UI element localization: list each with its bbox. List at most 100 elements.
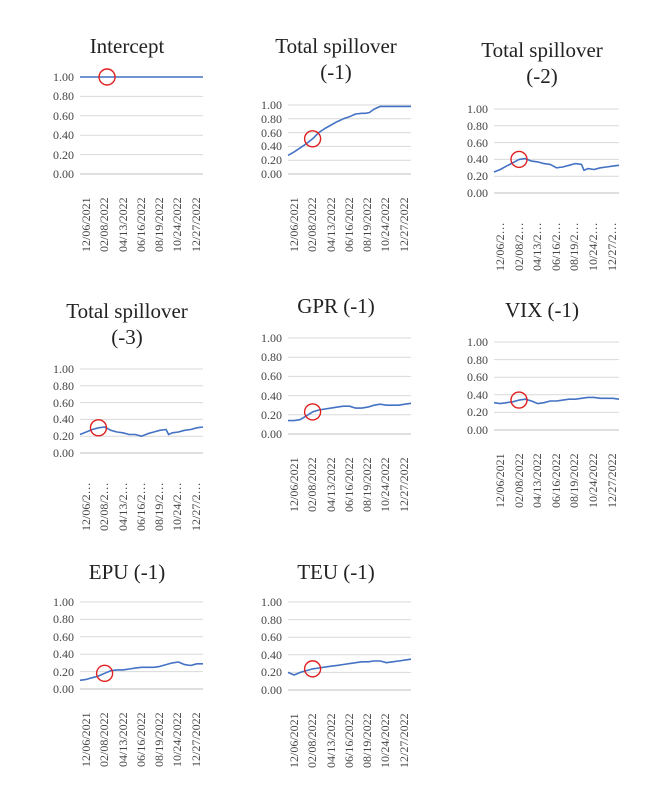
x-tick-label: 04/13/2022: [323, 197, 338, 252]
x-tick-label: 12/27/2022: [188, 712, 203, 767]
y-tick-label: 0.40: [261, 647, 282, 662]
x-tick-label: 06/16/2022: [133, 712, 148, 767]
x-tick-label: 02/08/2022: [305, 457, 320, 512]
x-tick-label: 08/19/2…: [152, 482, 167, 531]
chart-title: Total spillover (-1): [275, 34, 397, 84]
y-tick-label: 0.80: [53, 612, 74, 627]
y-tick-label: 1.00: [53, 595, 74, 609]
x-tick-label: 04/13/2022: [115, 712, 130, 767]
y-tick-label: 0.60: [467, 135, 488, 150]
series-line: [79, 661, 203, 682]
x-tick-label: 08/19/2022: [567, 453, 582, 508]
x-tick-label: 12/27/2022: [396, 197, 411, 252]
x-tick-label: 12/06/2021: [493, 453, 507, 508]
series-line: [79, 426, 204, 438]
x-tick-label: 10/24/2…: [585, 222, 600, 271]
x-tick-label: 06/16/2022: [341, 457, 356, 512]
y-tick-label: 0.60: [53, 395, 74, 410]
x-tick-label: 04/13/2…: [115, 482, 130, 531]
y-tick-label: 1.00: [261, 331, 282, 345]
y-tick-label: 0.80: [467, 118, 488, 133]
y-tick-label: 0.00: [261, 427, 282, 441]
x-tick-label: 02/08/2022: [511, 453, 526, 508]
x-tick-label: 06/16/2022: [341, 197, 356, 252]
x-tick-label: 02/08/2022: [305, 713, 320, 768]
series-line: [493, 157, 620, 173]
y-tick-label: 0.00: [467, 423, 488, 437]
x-tick-label: 12/27/2022: [396, 457, 411, 512]
chart-title: EPU (-1): [88, 560, 166, 584]
x-tick-label: 06/16/2022: [548, 453, 563, 508]
x-tick-label: 08/19/2022: [360, 457, 375, 512]
series-line: [288, 402, 412, 422]
y-tick-label: 0.80: [53, 89, 74, 104]
x-tick-label: 04/13/2…: [530, 222, 545, 271]
x-tick-label: 12/27/2…: [604, 222, 619, 271]
y-tick-label: 0.00: [467, 186, 488, 200]
x-tick-label: 12/06/2021: [79, 197, 93, 252]
y-tick-label: 0.40: [53, 128, 74, 143]
y-tick-label: 0.80: [53, 378, 74, 393]
x-tick-label: 08/19/2…: [567, 222, 582, 271]
y-tick-label: 1.00: [467, 102, 488, 116]
y-tick-label: 0.60: [53, 629, 74, 644]
x-tick-label: 12/27/2022: [604, 453, 619, 508]
y-tick-label: 0.60: [261, 125, 282, 140]
x-tick-label: 02/08/2…: [511, 222, 526, 271]
x-tick-label: 04/13/2022: [323, 457, 338, 512]
x-tick-label: 12/27/2022: [396, 713, 411, 768]
y-tick-label: 1.00: [467, 335, 488, 349]
chart-title: VIX (-1): [504, 298, 580, 322]
y-tick-label: 0.60: [261, 369, 282, 384]
y-tick-label: 0.80: [261, 350, 282, 365]
x-tick-label: 06/16/2022: [341, 713, 356, 768]
highlight-circle: [95, 664, 114, 683]
y-tick-label: 1.00: [53, 362, 74, 376]
chart-title: Intercept: [89, 34, 165, 58]
chart-title: Total spillover (-3): [66, 299, 188, 349]
x-tick-label: 10/24/2022: [170, 197, 185, 252]
x-tick-label: 08/19/2022: [152, 712, 167, 767]
x-tick-label: 10/24/2…: [170, 482, 185, 531]
highlight-circle: [303, 403, 322, 421]
y-tick-label: 0.20: [261, 153, 282, 168]
x-tick-label: 12/06/2021: [287, 457, 301, 512]
highlight-circle: [303, 130, 322, 148]
y-tick-label: 0.20: [53, 664, 74, 679]
x-tick-label: 08/19/2022: [360, 197, 375, 252]
x-tick-label: 12/06/2…: [79, 482, 93, 531]
y-tick-label: 0.40: [53, 647, 74, 662]
chart-title: GPR (-1): [297, 294, 375, 318]
highlight-circle: [89, 419, 108, 437]
y-tick-label: 0.40: [261, 139, 282, 154]
y-tick-label: 1.00: [53, 70, 74, 84]
x-tick-label: 10/24/2022: [378, 457, 393, 512]
y-tick-label: 0.40: [467, 152, 488, 167]
y-tick-label: 0.00: [261, 683, 282, 697]
highlight-circle: [98, 68, 116, 86]
series-line: [287, 658, 412, 676]
y-tick-label: 0.00: [53, 167, 74, 181]
x-tick-label: 02/08/2022: [97, 712, 112, 767]
x-tick-label: 02/08/2…: [97, 482, 112, 531]
chart-title: TEU (-1): [297, 560, 375, 584]
x-tick-label: 04/13/2022: [323, 713, 338, 768]
y-tick-label: 0.80: [467, 352, 488, 367]
x-tick-label: 10/24/2022: [170, 712, 185, 767]
x-tick-label: 10/24/2022: [378, 197, 393, 252]
y-tick-label: 0.20: [261, 665, 282, 680]
y-tick-label: 0.20: [53, 429, 74, 444]
y-tick-label: 0.00: [53, 446, 74, 460]
y-tick-label: 1.00: [261, 98, 282, 112]
x-tick-label: 06/16/2…: [133, 482, 148, 531]
highlight-circle: [303, 660, 322, 678]
x-tick-label: 04/13/2022: [115, 197, 130, 252]
x-tick-label: 10/24/2022: [585, 453, 600, 508]
highlight-circle: [510, 150, 528, 169]
x-tick-label: 12/06/2021: [287, 713, 301, 768]
